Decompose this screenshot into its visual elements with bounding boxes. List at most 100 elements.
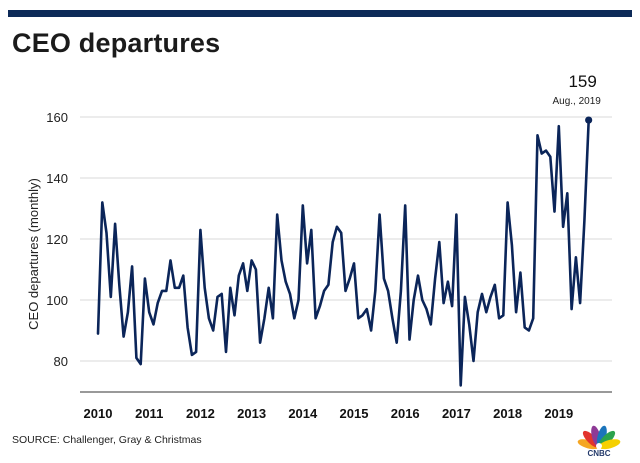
- data-point: [144, 277, 146, 279]
- data-point: [378, 213, 380, 215]
- data-point: [250, 259, 252, 261]
- data-point: [408, 338, 410, 340]
- x-tick-label: 2012: [186, 406, 215, 421]
- data-point: [314, 317, 316, 319]
- data-point: [438, 241, 440, 243]
- series-line: [96, 118, 591, 387]
- data-point: [447, 281, 449, 283]
- x-axis-ticks: 2010 2011 2012 2013 2014 2015 2016 2017 2018 2019: [84, 406, 574, 421]
- x-tick-label: 2019: [544, 406, 573, 421]
- data-point: [319, 305, 321, 307]
- data-point: [174, 287, 176, 289]
- data-point: [442, 302, 444, 304]
- data-point: [506, 201, 508, 203]
- data-point: [464, 296, 466, 298]
- data-point: [528, 329, 530, 331]
- data-point: [216, 296, 218, 298]
- data-point: [532, 317, 534, 319]
- data-point: [430, 323, 432, 325]
- y-axis-ticks: 80 100 120 140 160: [46, 110, 68, 369]
- data-point: [545, 149, 547, 151]
- data-point: [413, 299, 415, 301]
- data-point: [370, 329, 372, 331]
- data-point: [195, 351, 197, 353]
- data-point: [417, 274, 419, 276]
- y-tick-label: 80: [54, 354, 68, 369]
- x-tick-label: 2018: [493, 406, 522, 421]
- data-point: [421, 299, 423, 301]
- data-point: [502, 314, 504, 316]
- data-point: [361, 314, 363, 316]
- data-point: [276, 213, 278, 215]
- data-point: [204, 287, 206, 289]
- data-point: [349, 277, 351, 279]
- data-point: [289, 293, 291, 295]
- data-point: [255, 268, 257, 270]
- data-point: [182, 274, 184, 276]
- data-point: [570, 308, 572, 310]
- data-point: [511, 244, 513, 246]
- data-point: [553, 210, 555, 212]
- data-point: [302, 204, 304, 206]
- x-tick-label: 2015: [340, 406, 369, 421]
- data-point: [148, 311, 150, 313]
- x-tick-label: 2011: [135, 406, 163, 421]
- data-point: [263, 317, 265, 319]
- data-point: [494, 284, 496, 286]
- header-accent-bar: [8, 10, 632, 17]
- data-point: [566, 192, 568, 194]
- data-point: [579, 302, 581, 304]
- data-point: [191, 354, 193, 356]
- data-point: [353, 262, 355, 264]
- data-point: [135, 357, 137, 359]
- data-point: [425, 308, 427, 310]
- logo-text: CNBC: [587, 449, 611, 458]
- x-tick-label: 2010: [84, 406, 113, 421]
- data-point: [434, 277, 436, 279]
- data-point: [451, 305, 453, 307]
- data-point: [297, 299, 299, 301]
- source-note: SOURCE: Challenger, Gray & Christmas: [12, 434, 202, 446]
- last-point-marker: [585, 116, 593, 124]
- data-point: [536, 134, 538, 136]
- data-point: [101, 201, 103, 203]
- data-point: [242, 262, 244, 264]
- x-tick-label: 2016: [391, 406, 420, 421]
- data-point: [383, 277, 385, 279]
- data-point: [293, 317, 295, 319]
- data-point: [157, 302, 159, 304]
- data-point: [477, 311, 479, 313]
- data-point: [583, 220, 585, 222]
- data-point: [306, 262, 308, 264]
- data-point: [165, 290, 167, 292]
- y-tick-label: 140: [46, 171, 68, 186]
- data-point: [97, 332, 99, 334]
- data-point: [280, 259, 282, 261]
- data-point: [519, 271, 521, 273]
- data-point: [186, 326, 188, 328]
- data-point: [562, 226, 564, 228]
- data-point: [472, 360, 474, 362]
- y-tick-label: 100: [46, 293, 68, 308]
- data-point: [161, 290, 163, 292]
- data-point: [391, 317, 393, 319]
- data-point: [336, 226, 338, 228]
- data-point: [212, 329, 214, 331]
- data-point: [455, 213, 457, 215]
- data-point: [323, 290, 325, 292]
- y-axis-label: CEO departures (monthly): [26, 178, 41, 330]
- data-point: [169, 259, 171, 261]
- data-point: [340, 232, 342, 234]
- data-point: [485, 311, 487, 313]
- data-point: [515, 311, 517, 313]
- data-point: [105, 232, 107, 234]
- data-point: [246, 290, 248, 292]
- data-point: [259, 342, 261, 344]
- data-point: [152, 323, 154, 325]
- chart-title: CEO departures: [12, 28, 221, 58]
- data-point: [374, 290, 376, 292]
- data-point: [357, 317, 359, 319]
- annotation-date: Aug., 2019: [552, 96, 601, 107]
- data-point: [344, 290, 346, 292]
